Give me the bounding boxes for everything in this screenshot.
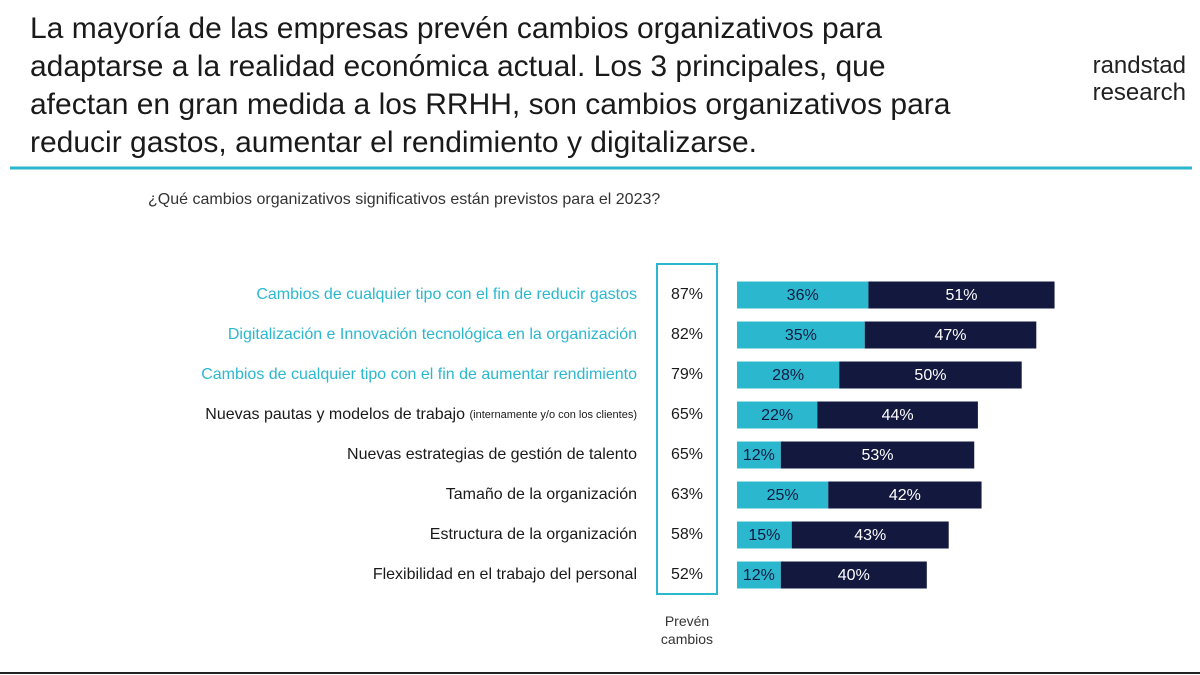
value-label: 12%	[743, 447, 775, 464]
bar-segment	[868, 281, 1055, 309]
value-label: 35%	[785, 327, 817, 344]
value-label: 43%	[854, 527, 886, 544]
total-label: 58%	[671, 526, 703, 543]
category-label: Estructura de la organización	[430, 526, 637, 543]
bar-segment	[737, 321, 865, 349]
category-label: Nuevas estrategias de gestión de talento	[347, 446, 637, 463]
bar-segment	[780, 441, 975, 469]
category-text: Cambios de cualquier tipo con el fin de …	[256, 286, 637, 303]
bar-segment	[828, 481, 982, 509]
value-label: 40%	[838, 567, 870, 584]
bar-segment	[780, 561, 927, 589]
category-text: Cambios de cualquier tipo con el fin de …	[201, 366, 637, 383]
bar-segment	[737, 441, 781, 469]
total-label: 87%	[671, 286, 703, 303]
category-text: Nuevas estrategias de gestión de talento	[347, 446, 637, 463]
category-label: Nuevas pautas y modelos de trabajo (inte…	[205, 406, 637, 423]
value-label: 51%	[945, 287, 977, 304]
total-label: 52%	[671, 566, 703, 583]
bar-segment	[839, 361, 1022, 389]
value-label: 15%	[748, 527, 780, 544]
logo-line: research	[1092, 79, 1186, 106]
total-label: 79%	[671, 366, 703, 383]
bar-segment	[737, 561, 781, 589]
logo: randstad research	[1093, 52, 1186, 106]
totals-box	[656, 263, 718, 595]
headline-line: reducir gastos, aumentar el rendimiento …	[30, 126, 758, 159]
category-text: Digitalización e Innovación tecnológica …	[228, 326, 637, 343]
category-text: Nuevas pautas y modelos de trabajo	[205, 406, 465, 423]
total-label: 82%	[671, 326, 703, 343]
bar-segment	[737, 361, 840, 389]
value-label: 25%	[767, 487, 799, 504]
bar-segment	[864, 321, 1037, 349]
bar-segment	[791, 521, 949, 549]
category-label: Cambios de cualquier tipo con el fin de …	[201, 366, 637, 383]
subtitle: ¿Qué cambios organizativos significativo…	[148, 191, 660, 208]
totals-label: Prevén cambios	[660, 613, 714, 647]
bar-segment	[737, 521, 792, 549]
headline-line: La mayoría de las empresas prevén cambio…	[30, 12, 883, 45]
category-label: Flexibilidad en el trabajo del personal	[373, 566, 637, 583]
total-label: 65%	[671, 406, 703, 423]
value-label: 44%	[882, 407, 914, 424]
value-label: 28%	[772, 367, 804, 384]
category-label: Cambios de cualquier tipo con el fin de …	[256, 286, 637, 303]
value-label: 36%	[787, 287, 819, 304]
bar-segment	[737, 481, 829, 509]
total-label: 63%	[671, 486, 703, 503]
category-label: Digitalización e Innovación tecnológica …	[228, 326, 637, 343]
bar-segment	[737, 281, 869, 309]
bar-segment	[737, 401, 818, 429]
value-label: 47%	[935, 327, 967, 344]
value-label: 50%	[914, 367, 946, 384]
headline-line: afectan en gran medida a los RRHH, son c…	[30, 88, 951, 121]
category-text: Flexibilidad en el trabajo del personal	[373, 566, 637, 583]
headline: La mayoría de las empresas prevén cambio…	[30, 10, 950, 162]
value-label: 53%	[862, 447, 894, 464]
bar-segment	[817, 401, 978, 429]
value-label: 12%	[743, 567, 775, 584]
logo-line: randstad	[1092, 52, 1186, 79]
category-text: Estructura de la organización	[430, 526, 637, 543]
category-text: Tamaño de la organización	[446, 486, 637, 503]
value-label: 42%	[889, 487, 921, 504]
value-label: 22%	[761, 407, 793, 424]
total-label: 65%	[671, 446, 703, 463]
category-label: Tamaño de la organización	[446, 486, 637, 503]
headline-line: adaptarse a la realidad económica actual…	[30, 50, 886, 83]
category-note: (internamente y/o con los clientes)	[469, 409, 637, 421]
